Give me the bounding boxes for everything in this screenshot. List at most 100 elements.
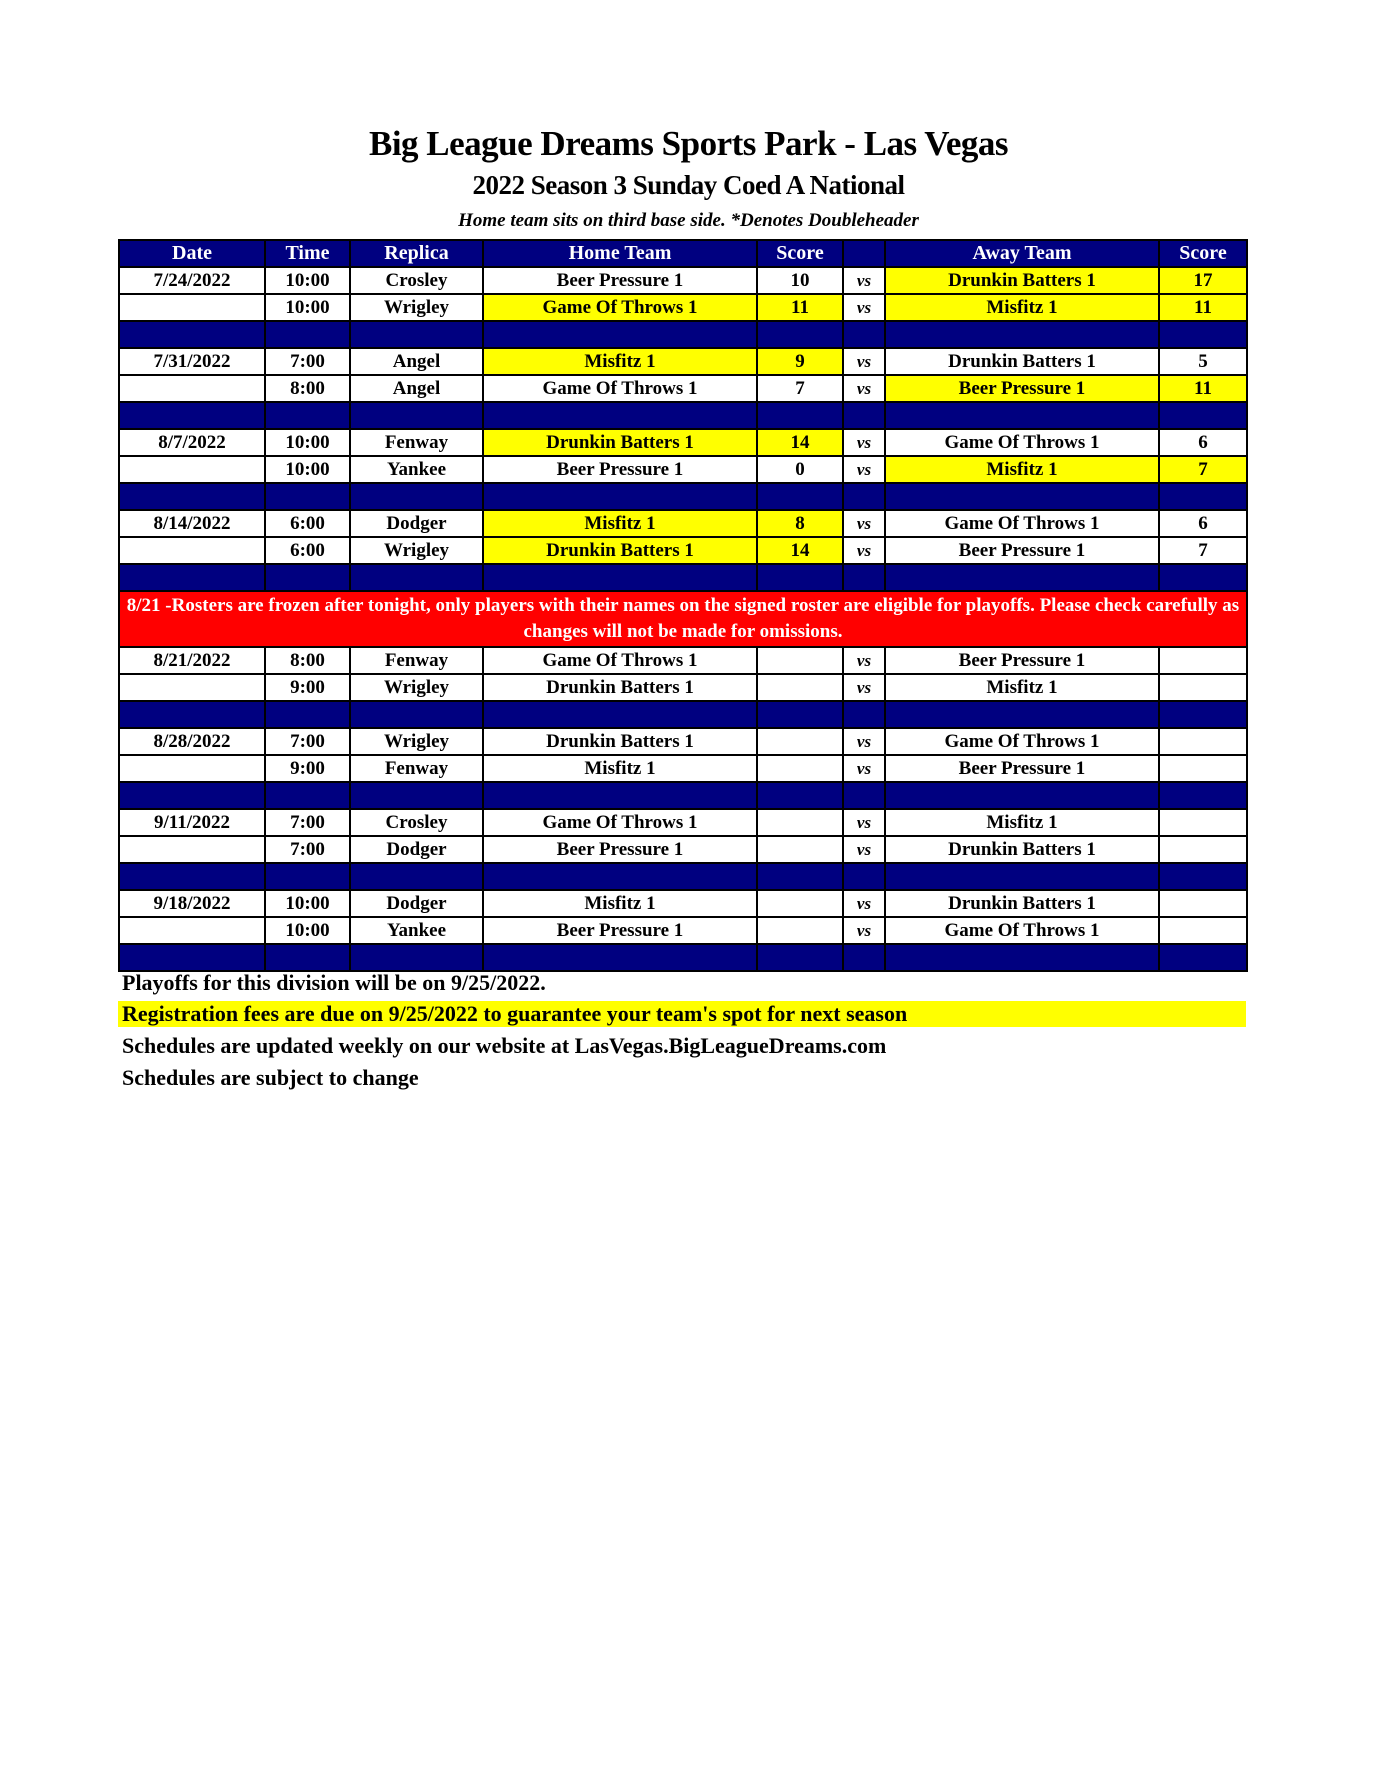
separator-cell — [349, 781, 484, 810]
home-score-cell — [756, 835, 844, 864]
date-cell — [118, 673, 266, 702]
separator-cell — [264, 563, 351, 592]
away-cell: Misfitz 1 — [884, 673, 1160, 702]
away-score-cell — [1158, 835, 1248, 864]
away-cell: Game Of Throws 1 — [884, 509, 1160, 538]
date-cell: 8/28/2022 — [118, 727, 266, 756]
time-cell: 10:00 — [264, 293, 351, 322]
separator-cell — [264, 862, 351, 891]
game-row: 8:00 Angel Game Of Throws 1 7 vs Beer Pressur… — [118, 374, 1248, 403]
home-score-cell — [756, 916, 844, 945]
date-cell — [118, 455, 266, 484]
separator-cell — [756, 563, 844, 592]
separator-row — [118, 482, 1248, 511]
separator-row — [118, 862, 1248, 891]
away-cell: Beer Pressure 1 — [884, 646, 1160, 675]
separator-cell — [482, 781, 758, 810]
date-cell: 8/14/2022 — [118, 509, 266, 538]
column-header: Time — [264, 239, 351, 268]
separator-cell — [884, 862, 1160, 891]
separator-cell — [884, 401, 1160, 430]
separator-cell — [756, 320, 844, 349]
separator-cell — [118, 482, 266, 511]
home-cell: Game Of Throws 1 — [482, 808, 758, 837]
away-cell: Game Of Throws 1 — [884, 916, 1160, 945]
date-cell: 9/18/2022 — [118, 889, 266, 918]
home-score-cell: 10 — [756, 266, 844, 295]
away-cell: Beer Pressure 1 — [884, 754, 1160, 783]
separator-cell — [349, 862, 484, 891]
time-cell: 10:00 — [264, 266, 351, 295]
separator-cell — [1158, 862, 1248, 891]
replica-cell: Crosley — [349, 266, 484, 295]
away-score-cell: 6 — [1158, 509, 1248, 538]
home-cell: Game Of Throws 1 — [482, 646, 758, 675]
home-cell: Beer Pressure 1 — [482, 916, 758, 945]
vs-cell: vs — [842, 673, 886, 702]
separator-cell — [756, 482, 844, 511]
separator-cell — [1158, 563, 1248, 592]
separator-cell — [756, 401, 844, 430]
separator-cell — [756, 781, 844, 810]
separator-cell — [884, 781, 1160, 810]
separator-cell — [482, 862, 758, 891]
vs-cell: vs — [842, 347, 886, 376]
away-cell: Game Of Throws 1 — [884, 428, 1160, 457]
separator-cell — [884, 943, 1160, 972]
time-cell: 7:00 — [264, 835, 351, 864]
replica-cell: Dodger — [349, 889, 484, 918]
away-score-cell — [1158, 727, 1248, 756]
separator-cell — [118, 700, 266, 729]
separator-cell — [264, 781, 351, 810]
vs-cell: vs — [842, 808, 886, 837]
separator-row — [118, 781, 1248, 810]
separator-cell — [118, 943, 266, 972]
home-score-cell — [756, 673, 844, 702]
away-cell: Beer Pressure 1 — [884, 536, 1160, 565]
separator-cell — [1158, 320, 1248, 349]
home-cell: Drunkin Batters 1 — [482, 536, 758, 565]
time-cell: 6:00 — [264, 536, 351, 565]
date-cell — [118, 835, 266, 864]
game-row: 9:00 Wrigley Drunkin Batters 1 vs Misfitz 1 — [118, 673, 1248, 702]
game-row: 9/11/2022 7:00 Crosley Game Of Throws 1 vs Mi… — [118, 808, 1248, 837]
replica-cell: Yankee — [349, 916, 484, 945]
separator-cell — [842, 563, 886, 592]
replica-cell: Fenway — [349, 428, 484, 457]
home-score-cell: 7 — [756, 374, 844, 403]
away-cell: Drunkin Batters 1 — [884, 347, 1160, 376]
replica-cell: Wrigley — [349, 293, 484, 322]
home-score-cell: 11 — [756, 293, 844, 322]
roster-alert: 8/21 -Rosters are frozen after tonight, … — [118, 590, 1248, 648]
home-score-cell — [756, 889, 844, 918]
separator-cell — [349, 320, 484, 349]
separator-cell — [842, 943, 886, 972]
game-row: 7:00 Dodger Beer Pressure 1 vs Drunkin Batte… — [118, 835, 1248, 864]
game-row: 6:00 Wrigley Drunkin Batters 1 14 vs Beer Pre… — [118, 536, 1248, 565]
time-cell: 8:00 — [264, 646, 351, 675]
separator-cell — [482, 943, 758, 972]
game-row: 7/24/2022 10:00 Crosley Beer Pressure 1 10 vs… — [118, 266, 1248, 295]
away-score-cell — [1158, 646, 1248, 675]
game-row: 8/28/2022 7:00 Wrigley Drunkin Batters 1 vs G… — [118, 727, 1248, 756]
separator-cell — [842, 320, 886, 349]
separator-cell — [1158, 943, 1248, 972]
home-score-cell: 9 — [756, 347, 844, 376]
vs-cell: vs — [842, 509, 886, 538]
separator-cell — [482, 320, 758, 349]
alert-row: 8/21 -Rosters are frozen after tonight, … — [118, 590, 1248, 648]
time-cell: 8:00 — [264, 374, 351, 403]
replica-cell: Wrigley — [349, 536, 484, 565]
home-score-cell — [756, 808, 844, 837]
away-score-cell: 7 — [1158, 536, 1248, 565]
home-cell: Game Of Throws 1 — [482, 293, 758, 322]
vs-cell: vs — [842, 266, 886, 295]
separator-cell — [349, 943, 484, 972]
home-score-cell — [756, 754, 844, 783]
vs-cell: vs — [842, 889, 886, 918]
separator-cell — [756, 862, 844, 891]
home-cell: Drunkin Batters 1 — [482, 673, 758, 702]
separator-cell — [842, 781, 886, 810]
away-cell: Misfitz 1 — [884, 293, 1160, 322]
